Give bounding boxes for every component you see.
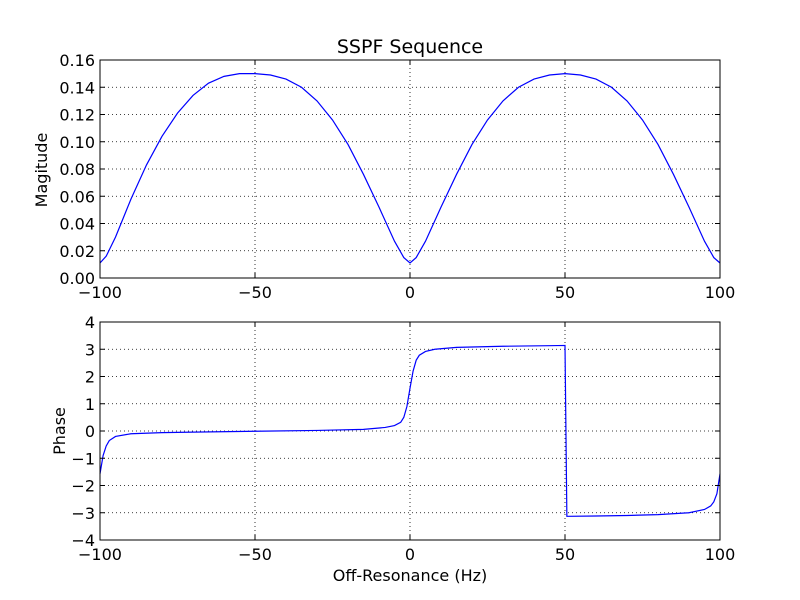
- phase-panel: Phase Off-Resonance (Hz) −100 −50 0 50 100 −4…: [50, 313, 735, 585]
- x-tick-label: 100: [705, 283, 736, 302]
- x-tick-label: −50: [238, 545, 272, 564]
- x-tick-label: 50: [555, 283, 575, 302]
- y-tick-label: 0.14: [59, 78, 95, 97]
- x-tick-label: 0: [405, 545, 415, 564]
- phase-series-line: [99, 344, 721, 517]
- y-tick-label: 0.10: [59, 133, 95, 152]
- y-tick-label: −2: [71, 477, 95, 496]
- y-tick-label: 0.06: [59, 187, 95, 206]
- x-axis-label: Off-Resonance (Hz): [333, 566, 487, 585]
- y-tick-label: −4: [71, 531, 95, 550]
- magnitude-panel: SSPF Sequence Magitude −100 −50 0 50 100 0.00…: [32, 36, 735, 302]
- x-tick-label: 100: [705, 545, 736, 564]
- y-tick-label: 2: [85, 368, 95, 387]
- y-tick-label: 0: [85, 422, 95, 441]
- y-tick-label: −3: [71, 504, 95, 523]
- y-axis-label-phase: Phase: [50, 407, 69, 455]
- x-tick-label: −100: [78, 545, 122, 564]
- y-tick-label: 4: [85, 313, 95, 332]
- y-tick-label: 0.04: [59, 215, 95, 234]
- x-tick-label: 0: [405, 283, 415, 302]
- y-tick-label: 0.12: [59, 106, 95, 125]
- y-tick-label: 0.08: [59, 160, 95, 179]
- y-tick-label: 0.16: [59, 51, 95, 70]
- y-tick-label: −1: [71, 449, 95, 468]
- x-tick-label: −100: [78, 283, 122, 302]
- x-tick-label: −50: [238, 283, 272, 302]
- x-tick-label: 50: [555, 545, 575, 564]
- y-tick-label: 0.02: [59, 242, 95, 261]
- y-tick-label: 1: [85, 395, 95, 414]
- y-tick-label: 0.00: [59, 269, 95, 288]
- chart-title: SSPF Sequence: [337, 36, 483, 58]
- magnitude-series-line: [99, 73, 721, 264]
- y-tick-label: 3: [85, 340, 95, 359]
- y-axis-label-magnitude: Magitude: [32, 133, 51, 208]
